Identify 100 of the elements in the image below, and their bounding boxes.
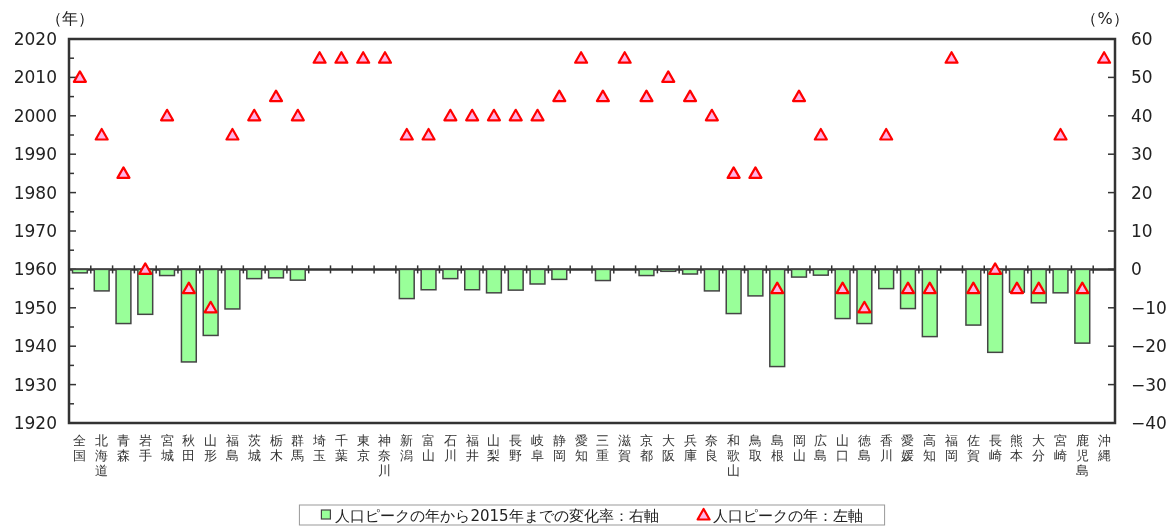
legend-label: 人口ピークの年から2015年までの変化率：右軸 bbox=[335, 507, 659, 525]
y-tick-label: 1950 bbox=[13, 297, 57, 318]
y2-tick-label: 60 bbox=[1131, 29, 1153, 49]
point bbox=[1075, 281, 1090, 295]
x-tick-label: 東京 bbox=[356, 433, 370, 463]
x-tick-label: 熊本 bbox=[1010, 433, 1024, 463]
y-tick-label: 1930 bbox=[13, 374, 57, 395]
point bbox=[225, 127, 240, 141]
x-tick-label: 岡山 bbox=[792, 433, 806, 463]
point bbox=[1097, 51, 1112, 64]
point bbox=[639, 89, 654, 103]
x-tick-label: 千葉 bbox=[334, 433, 348, 463]
x-tick-label: 全国 bbox=[73, 433, 87, 463]
x-tick-label: 静岡 bbox=[552, 433, 566, 463]
x-tick-label: 奈良 bbox=[705, 433, 719, 463]
y2-tick-label: 20 bbox=[1131, 182, 1153, 203]
point bbox=[791, 89, 807, 103]
point bbox=[770, 281, 785, 295]
x-tick-label: 茨城 bbox=[246, 433, 261, 463]
x-tick-label: 大阪 bbox=[661, 433, 675, 463]
point bbox=[726, 166, 741, 179]
point bbox=[879, 127, 894, 141]
x-tick-label: 石川 bbox=[443, 433, 457, 463]
point bbox=[682, 89, 698, 103]
x-tick-label: 山梨 bbox=[487, 433, 501, 463]
point bbox=[116, 166, 131, 179]
point bbox=[966, 281, 981, 295]
x-tick-label: 愛知 bbox=[574, 433, 588, 463]
point bbox=[247, 108, 262, 122]
y-tick-label: 1960 bbox=[13, 259, 57, 280]
y2-tick-label: 50 bbox=[1131, 67, 1153, 88]
y-tick-label: 1970 bbox=[13, 221, 57, 241]
y2-tick-label: 0 bbox=[1131, 259, 1142, 280]
x-tick-label: 福島 bbox=[225, 433, 239, 463]
point bbox=[443, 108, 458, 122]
y2-tick-label: −10 bbox=[1131, 297, 1167, 318]
y-tick-label: 2000 bbox=[13, 105, 57, 126]
x-tick-label: 佐賀 bbox=[966, 433, 980, 463]
point bbox=[159, 108, 175, 122]
x-tick-label: 神奈川 bbox=[378, 433, 392, 478]
point bbox=[530, 108, 545, 122]
x-tick-label: 三重 bbox=[596, 433, 610, 463]
y2-tick-label: 30 bbox=[1131, 144, 1153, 165]
point bbox=[203, 300, 218, 314]
x-tick-label: 愛媛 bbox=[901, 433, 915, 463]
y-tick-label: 1920 bbox=[13, 413, 57, 433]
x-tick-label: 岐阜 bbox=[531, 433, 545, 463]
point bbox=[922, 281, 937, 295]
x-tick-label: 和歌山 bbox=[727, 433, 741, 478]
x-tick-label: 広島 bbox=[814, 433, 828, 463]
point bbox=[465, 108, 480, 122]
x-tick-label: 滋賀 bbox=[618, 433, 632, 463]
y2-tick-label: −30 bbox=[1131, 374, 1167, 395]
point bbox=[988, 262, 1003, 275]
point bbox=[94, 127, 109, 141]
point bbox=[508, 108, 523, 122]
point bbox=[944, 51, 959, 64]
y2-axis-title: （%） bbox=[1081, 9, 1129, 28]
point bbox=[377, 51, 393, 64]
y2-tick-label: 40 bbox=[1131, 105, 1153, 126]
y2-tick-label: −40 bbox=[1131, 413, 1167, 433]
point bbox=[356, 51, 371, 64]
x-tick-label: 岩手 bbox=[138, 433, 152, 463]
y2-tick-label: 10 bbox=[1131, 221, 1153, 241]
point bbox=[312, 51, 327, 64]
x-tick-label: 長野 bbox=[509, 433, 523, 463]
point bbox=[552, 89, 567, 103]
x-tick-label: 新潟 bbox=[400, 433, 414, 463]
legend-label: 人口ピークの年：左軸 bbox=[712, 507, 863, 525]
x-tick-label: 福井 bbox=[465, 433, 479, 463]
x-tick-label: 島根 bbox=[770, 433, 784, 463]
x-tick-label: 埼玉 bbox=[312, 433, 327, 463]
y-tick-label: 2020 bbox=[13, 29, 57, 49]
x-tick-label: 群馬 bbox=[290, 433, 305, 463]
x-tick-label: 秋田 bbox=[182, 433, 196, 463]
x-tick-label: 山形 bbox=[204, 433, 218, 463]
x-tick-label: 大分 bbox=[1032, 433, 1046, 463]
point bbox=[661, 70, 676, 83]
x-tick-label: 山口 bbox=[836, 433, 850, 463]
x-tick-label: 高知 bbox=[923, 433, 937, 463]
point bbox=[813, 127, 828, 141]
point bbox=[748, 166, 763, 179]
y-tick-label: 1980 bbox=[13, 182, 57, 203]
x-tick-label: 兵庫 bbox=[683, 433, 697, 463]
point bbox=[268, 89, 284, 103]
point bbox=[72, 70, 87, 83]
x-tick-label: 福岡 bbox=[945, 433, 959, 463]
x-tick-label: 徳島 bbox=[857, 433, 871, 463]
point bbox=[334, 51, 349, 64]
point bbox=[486, 108, 502, 122]
point bbox=[574, 51, 589, 64]
x-tick-label: 栃木 bbox=[269, 433, 283, 463]
x-tick-label: 鹿児島 bbox=[1075, 433, 1089, 478]
x-tick-label: 富山 bbox=[422, 433, 436, 463]
point bbox=[595, 89, 610, 103]
point bbox=[181, 281, 196, 295]
x-tick-label: 香川 bbox=[879, 433, 893, 463]
y-axis-title: （年） bbox=[46, 9, 94, 28]
x-tick-label: 青森 bbox=[116, 433, 130, 463]
point bbox=[704, 108, 719, 122]
